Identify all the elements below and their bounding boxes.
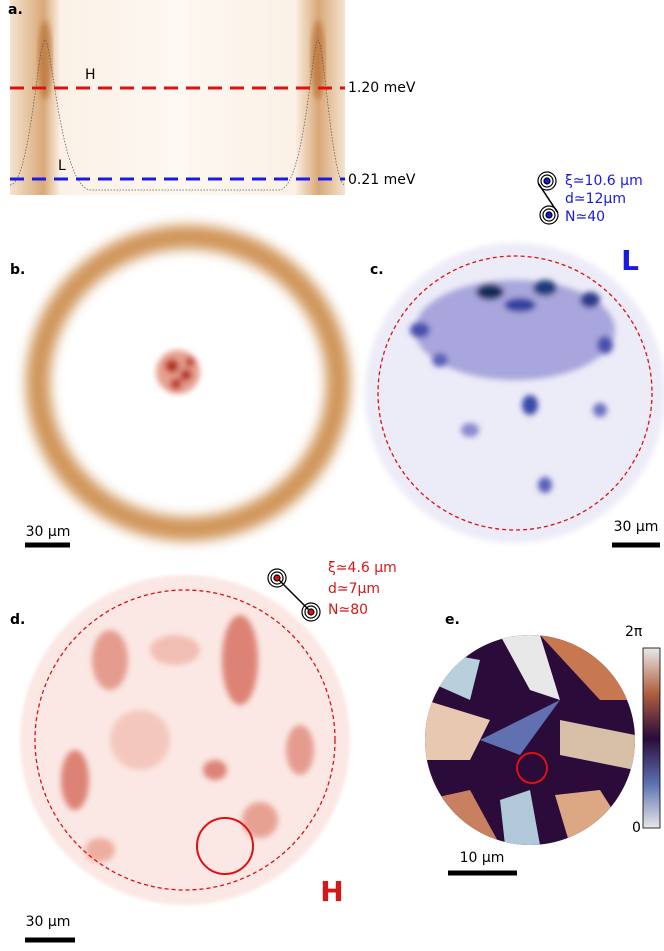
shape [500, 635, 560, 700]
shape [180, 369, 192, 381]
boundary [377, 255, 653, 531]
line-name: H [85, 67, 96, 83]
colorbar-label: 2π [625, 624, 643, 640]
inset-text: d≃7µm [328, 581, 380, 597]
colorbar [642, 647, 661, 829]
scale-label: 10 µm [460, 850, 505, 866]
shape [203, 760, 227, 780]
shape [165, 359, 179, 373]
shape [480, 700, 560, 755]
shape [415, 280, 615, 380]
inset-text: ξ≃4.6 µm [328, 560, 397, 576]
shape [537, 171, 557, 191]
shape [545, 211, 553, 219]
inset-text: N≃80 [328, 602, 368, 618]
shape [542, 208, 556, 222]
density-blobs [61, 615, 314, 862]
shape [10, 20, 345, 191]
connector [276, 577, 312, 613]
inset-text: ξ≃10.6 µm [565, 173, 643, 189]
panel-label: a. [8, 2, 23, 18]
ring [26, 225, 350, 541]
shape [185, 357, 195, 367]
panel-c: c. L 30 µm [365, 243, 664, 548]
inset-text: d≃12µm [565, 191, 626, 207]
shape [286, 725, 314, 775]
peak [311, 20, 325, 100]
bullseye [537, 171, 559, 225]
shape [301, 602, 321, 622]
shape [150, 635, 200, 665]
panel-d: d. H 30 µm [10, 575, 350, 943]
shape [560, 720, 635, 770]
shape [540, 174, 554, 188]
scale-label: 30 µm [26, 524, 71, 540]
inset-low: ξ≃10.6 µm d≃12µm N≃40 [537, 171, 643, 225]
shape [500, 790, 540, 845]
line-name: L [58, 158, 66, 174]
highlight-circle [196, 817, 254, 875]
panel-label: e. [445, 612, 460, 628]
shape [593, 403, 607, 417]
boundary [34, 589, 336, 891]
scale-label: 30 µm [614, 519, 659, 535]
colorbar-label: 0 [632, 820, 641, 836]
shape [61, 750, 89, 810]
shape [270, 571, 284, 585]
shape [504, 298, 536, 312]
shape [543, 177, 551, 185]
panel-a: a. H L 1.20 meV 0.21 meV [8, 0, 416, 195]
phase-map [425, 635, 635, 845]
shape [476, 284, 504, 300]
shape [425, 700, 490, 760]
panel-tag: L [621, 244, 639, 277]
shape [307, 608, 315, 616]
shape [432, 353, 448, 367]
shape [539, 205, 559, 225]
center-blob [156, 350, 200, 394]
shape [533, 280, 557, 296]
panel-label: d. [10, 612, 25, 628]
energy-label: 1.20 meV [348, 80, 416, 96]
shape [580, 292, 600, 308]
shape [597, 336, 613, 354]
energy-label: 0.21 meV [348, 172, 416, 188]
shape [242, 802, 278, 838]
vortex-circle [516, 752, 548, 784]
shape [410, 322, 430, 338]
shape [522, 395, 538, 415]
shape [92, 630, 128, 690]
shape [110, 710, 170, 770]
inset-high: ξ≃4.6 µm d≃7µm N≃80 [267, 560, 397, 622]
shape [461, 423, 479, 437]
bullseye [267, 568, 321, 622]
shape [538, 477, 552, 493]
spectrum-image [10, 0, 345, 195]
shape [267, 568, 287, 588]
panel-b: b. 30 µm [10, 225, 350, 548]
panel-tag: H [320, 875, 343, 908]
panel-label: c. [370, 262, 384, 278]
peak [38, 20, 52, 100]
panel-label: b. [10, 262, 25, 278]
inset-text: N≃40 [565, 209, 605, 225]
shape [222, 615, 258, 705]
panel-e: e. 2π 0 10 µm [425, 612, 661, 876]
shape [273, 574, 281, 582]
scale-label: 30 µm [26, 914, 71, 930]
shape [304, 605, 318, 619]
dos-curve [10, 39, 345, 191]
density-blobs [410, 280, 615, 493]
shape [170, 378, 182, 390]
shape [85, 838, 115, 862]
